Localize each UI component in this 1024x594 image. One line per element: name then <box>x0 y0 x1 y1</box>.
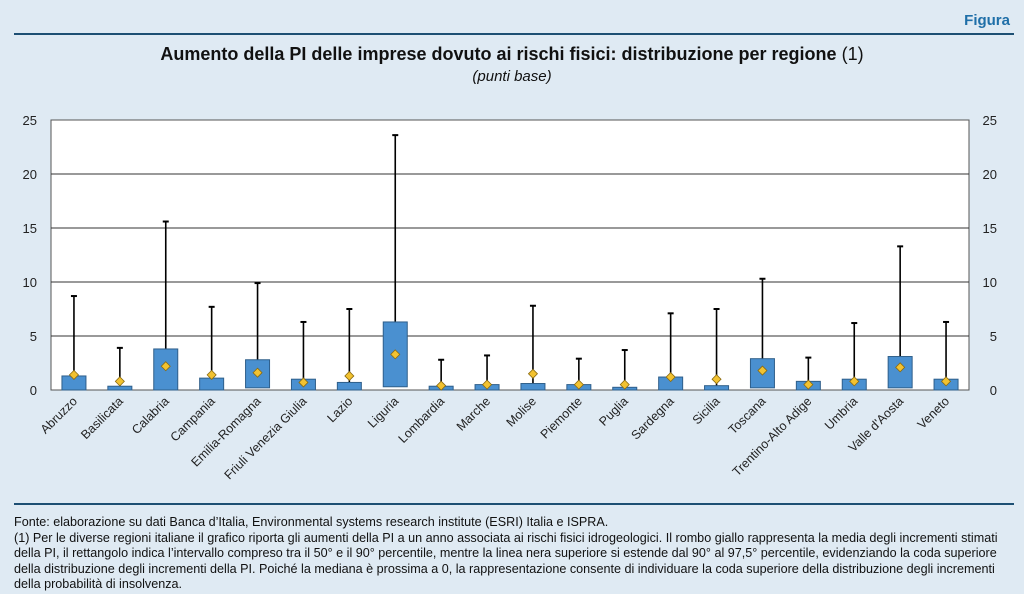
y-tick-label-right: 10 <box>983 275 997 290</box>
chart-title: Aumento della PI delle imprese dovuto ai… <box>0 44 1024 65</box>
mean-diamond <box>436 380 447 391</box>
source-note: Fonte: elaborazione su dati Banca d’Ital… <box>14 515 609 529</box>
x-tick-label: Marche <box>454 394 493 433</box>
mean-diamond <box>114 376 125 387</box>
x-tick-label: Trentino-Alto Adige <box>730 394 815 479</box>
x-tick-label: Umbria <box>822 394 860 432</box>
mean-diamond <box>711 374 722 385</box>
mean-diamond <box>252 367 263 378</box>
percentile-box <box>704 385 730 391</box>
mean-diamond <box>757 365 768 376</box>
mean-diamond <box>803 379 814 390</box>
header-rule <box>14 33 1014 35</box>
mean-diamond <box>849 376 860 387</box>
mean-diamond <box>298 377 309 388</box>
x-tick-label: Lombardia <box>396 394 448 446</box>
mean-diamond <box>481 379 493 390</box>
x-tick-label: Puglia <box>596 394 631 429</box>
y-tick-label-left: 20 <box>23 167 37 182</box>
x-tick-label: Sicilia <box>690 394 723 427</box>
y-tick-label-right: 15 <box>983 221 997 236</box>
y-tick-label-right: 25 <box>983 113 997 128</box>
x-tick-label: Calabria <box>129 394 172 437</box>
x-tick-label: Toscana <box>726 394 769 437</box>
mean-diamond <box>895 362 906 373</box>
mean-diamond <box>940 376 952 387</box>
chart-subtitle: (punti base) <box>472 68 552 85</box>
x-tick-label: Sardegna <box>629 394 677 442</box>
percentile-box <box>107 385 133 391</box>
x-tick-label: Piemonte <box>538 394 585 441</box>
plot-area <box>50 119 970 391</box>
mean-diamond <box>573 379 584 390</box>
chart-title-note: (1) <box>841 44 864 64</box>
mean-diamond <box>344 370 355 382</box>
mean-diamond <box>206 369 217 380</box>
x-tick-label: Abruzzo <box>38 394 80 436</box>
y-tick-label-left: 25 <box>23 113 37 128</box>
y-tick-label-left: 15 <box>23 221 37 236</box>
footnote: (1) Per le diverse regioni italiane il g… <box>14 530 998 592</box>
footer: Fonte: elaborazione su dati Banca d’Ital… <box>14 515 1014 593</box>
percentile-box <box>520 383 546 391</box>
y-tick-label-left: 10 <box>23 275 37 290</box>
x-tick-label: Lazio <box>324 394 355 425</box>
mean-diamond <box>390 349 401 360</box>
mean-diamond <box>160 361 171 372</box>
figure-label: Figura <box>964 12 1010 29</box>
y-tick-label-right: 5 <box>990 329 997 344</box>
x-tick-label: Basilicata <box>78 394 126 442</box>
x-tick-label: Veneto <box>915 394 952 431</box>
y-tick-label-right: 0 <box>990 383 997 398</box>
x-tick-label: Molise <box>504 394 539 429</box>
footer-rule <box>14 503 1014 505</box>
x-tick-label: Friuli Venezia Giulia <box>222 394 310 482</box>
percentile-box <box>336 381 362 391</box>
mean-diamond <box>619 379 630 390</box>
mean-diamond <box>527 368 539 379</box>
mean-diamond <box>665 371 676 383</box>
chart-title-text: Aumento della PI delle imprese dovuto ai… <box>160 44 837 64</box>
y-tick-label-left: 0 <box>30 383 37 398</box>
x-tick-label: Liguria <box>365 394 401 430</box>
y-tick-label-right: 20 <box>983 167 997 182</box>
y-tick-label-left: 5 <box>30 329 37 344</box>
mean-diamond <box>68 369 80 380</box>
